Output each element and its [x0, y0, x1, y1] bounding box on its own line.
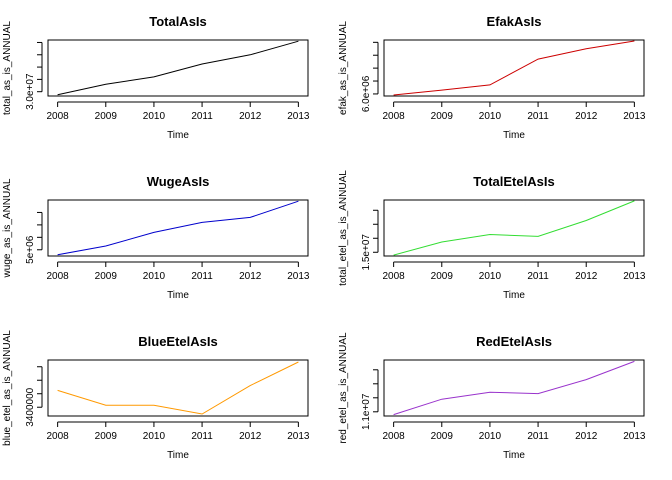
x-axis-label: Time: [167, 450, 189, 461]
x-tick-label: 2010: [479, 431, 502, 442]
x-axis-label: Time: [503, 130, 525, 141]
x-tick-label: 2012: [239, 271, 262, 282]
y-axis-label: wuge_as_is_ANNUAL: [2, 178, 13, 278]
x-tick-label: 2013: [623, 111, 646, 122]
chart-panel-5: BlueEtelAsIs 2008 2009 2010 2011 2012 2013 Time…: [2, 330, 310, 461]
x-tick-label: 2013: [287, 111, 310, 122]
series-line: [57, 200, 299, 256]
chart-title: TotalEtelAsIs: [473, 174, 554, 189]
x-axis-label: Time: [167, 290, 189, 301]
series-line: [393, 360, 635, 416]
x-tick-label: 2010: [143, 271, 166, 282]
chart-panel-2: EfakAsIs 2008 2009 2010 2011 2012 2013 Time 6.0e…: [338, 14, 646, 141]
x-tick-label: 2011: [527, 271, 549, 282]
x-tick-label: 2011: [527, 111, 549, 122]
x-tick-label: 2008: [47, 271, 70, 282]
chart-panel-3: WugeAsIs 2008 2009 2010 2011 2012 2013 Time 5e+0…: [2, 174, 310, 301]
x-tick-label: 2009: [95, 111, 118, 122]
x-tick-label: 2008: [383, 431, 406, 442]
chart-title: BlueEtelAsIs: [138, 334, 217, 349]
x-tick-label: 2009: [431, 271, 454, 282]
x-axis-label: Time: [167, 130, 189, 141]
x-tick-label: 2011: [191, 111, 213, 122]
x-axis-label: Time: [503, 450, 525, 461]
y-tick-label: 5e+06: [25, 235, 36, 264]
y-axis-label: total_as_is_ANNUAL: [2, 21, 13, 115]
x-tick-label: 2008: [47, 111, 70, 122]
x-tick-label: 2010: [143, 111, 166, 122]
plot-frame: [383, 359, 645, 417]
series-line: [57, 40, 299, 96]
x-tick-label: 2009: [431, 431, 454, 442]
series-line: [393, 200, 635, 256]
y-tick-label: 3400000: [25, 387, 36, 426]
plot-frame: [47, 359, 309, 417]
x-tick-label: 2012: [575, 271, 598, 282]
chart-title: RedEtelAsIs: [476, 334, 552, 349]
y-tick-label: 6.0e+06: [361, 75, 372, 112]
y-axis-label: efak_as_is_ANNUAL: [338, 21, 349, 115]
x-tick-label: 2011: [191, 431, 213, 442]
x-tick-label: 2008: [383, 111, 406, 122]
y-axis-label: red_etel_as_is_ANNUAL: [338, 332, 349, 444]
chart-title: EfakAsIs: [487, 14, 542, 29]
chart-title: WugeAsIs: [147, 174, 210, 189]
x-tick-label: 2013: [623, 271, 646, 282]
plot-frame: [47, 39, 309, 97]
x-tick-label: 2012: [239, 431, 262, 442]
chart-title: TotalAsIs: [149, 14, 207, 29]
y-axis-label: blue_etel_as_is_ANNUAL: [2, 330, 13, 446]
chart-panel-1: TotalAsIs 2008 2009 2010 2011 2012 2013 Time 3.0…: [2, 14, 310, 141]
series-line: [57, 361, 299, 415]
y-tick-label: 1.1e+07: [361, 393, 372, 430]
x-tick-label: 2013: [287, 271, 310, 282]
chart-panel-4: TotalEtelAsIs 2008 2009 2010 2011 2012 2013 Tim…: [338, 170, 646, 301]
x-tick-label: 2009: [431, 111, 454, 122]
series-line: [393, 40, 635, 96]
x-tick-label: 2012: [239, 111, 262, 122]
x-tick-label: 2010: [479, 271, 502, 282]
x-tick-label: 2010: [143, 431, 166, 442]
x-tick-label: 2010: [479, 111, 502, 122]
x-tick-label: 2012: [575, 431, 598, 442]
x-tick-label: 2011: [191, 271, 213, 282]
x-tick-label: 2012: [575, 111, 598, 122]
y-tick-label: 1.5e+07: [361, 234, 372, 271]
y-axis-label: total_etel_as_is_ANNUAL: [338, 170, 349, 286]
x-tick-label: 2013: [287, 431, 310, 442]
x-tick-label: 2008: [47, 431, 70, 442]
x-tick-label: 2013: [623, 431, 646, 442]
x-tick-label: 2011: [527, 431, 549, 442]
x-tick-label: 2009: [95, 431, 118, 442]
plot-frame: [383, 39, 645, 97]
plot-frame: [383, 199, 645, 257]
x-tick-label: 2008: [383, 271, 406, 282]
y-tick-label: 3.0e+07: [25, 73, 36, 110]
chart-panel-6: RedEtelAsIs 2008 2009 2010 2011 2012 2013 Time 1…: [338, 332, 646, 461]
x-axis-label: Time: [503, 290, 525, 301]
plot-frame: [47, 199, 309, 257]
x-tick-label: 2009: [95, 271, 118, 282]
